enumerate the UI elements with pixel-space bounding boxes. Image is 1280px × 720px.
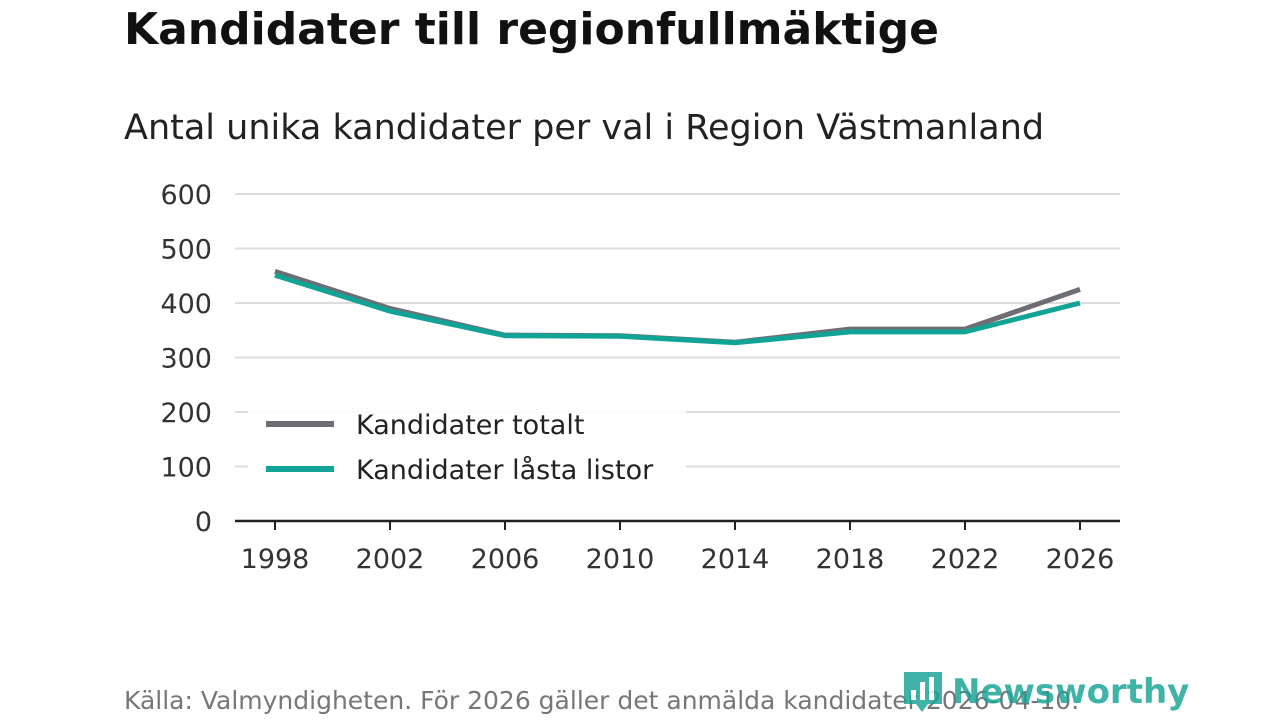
legend-label: Kandidater totalt [356,410,584,441]
brand-logo: Newsworthy [902,670,1189,714]
legend-label: Kandidater låsta listor [356,455,654,486]
series-line-locked-lists [274,272,1081,346]
x-tick-label: 2006 [471,544,540,575]
y-tick-label: 100 [160,453,212,484]
x-tick-label: 2010 [586,544,655,575]
x-tick-label: 2002 [356,544,425,575]
x-tick-label: 2014 [701,544,770,575]
y-tick-label: 600 [160,180,212,211]
y-tick-label: 300 [160,344,212,375]
y-tick-label: 400 [160,289,212,320]
chart-subtitle: Antal unika kandidater per val i Region … [124,108,1045,148]
y-tick-label: 0 [195,507,212,538]
y-tick-label: 500 [160,235,212,266]
chart-title: Kandidater till regionfullmäktige [124,4,939,55]
legend-background [248,398,686,494]
bar-chart-logo-icon [904,672,942,712]
brand-name: Newsworthy [952,672,1190,712]
x-tick-label: 1998 [241,544,310,575]
x-tick-label: 2022 [931,544,1000,575]
y-tick-label: 200 [160,398,212,429]
x-tick-label: 2026 [1046,544,1115,575]
x-tick-label: 2018 [816,544,885,575]
